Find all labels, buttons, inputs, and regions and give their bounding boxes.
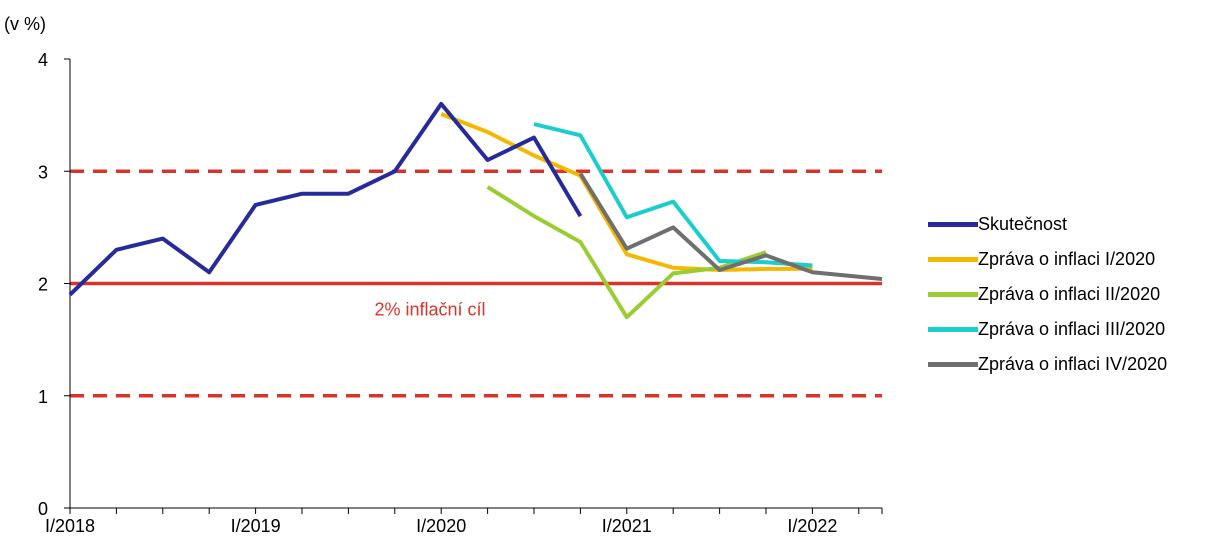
legend-item-4: Zpráva o inflaci IV/2020 — [928, 347, 1224, 382]
inflation-target-label: 2% inflační cíl — [374, 300, 485, 320]
y-tick-label-0: 0 — [38, 499, 48, 519]
legend-item-0: Skutečnost — [928, 207, 1224, 242]
legend-label-0: Skutečnost — [978, 214, 1068, 234]
series-line-3 — [533, 122, 813, 268]
series-line-0 — [68, 101, 583, 297]
legend-item-2: Zpráva o inflaci II/2020 — [928, 277, 1224, 312]
legend-swatch-1 — [928, 257, 978, 262]
series-line-1 — [440, 112, 813, 272]
y-tick-label-4: 4 — [38, 50, 48, 70]
legend-swatch-2 — [928, 292, 978, 297]
legend-swatch-3 — [928, 327, 978, 332]
legend-label-4: Zpráva o inflaci IV/2020 — [978, 354, 1168, 374]
legend-item-3: Zpráva o inflaci III/2020 — [928, 312, 1224, 347]
series-line-4 — [578, 172, 883, 281]
y-unit-label: (v %) — [4, 14, 46, 34]
x-tick-label-2: I/2020 — [416, 516, 466, 536]
y-tick-label-3: 3 — [38, 162, 48, 182]
legend-label-2: Zpráva o inflaci II/2020 — [978, 284, 1161, 304]
y-tick-label-1: 1 — [38, 387, 48, 407]
x-tick-label-1: I/2019 — [231, 516, 281, 536]
y-tick-label-2: 2 — [38, 275, 48, 295]
legend-swatch-4 — [928, 362, 978, 367]
x-tick-label-4: I/2022 — [787, 516, 837, 536]
legend-item-1: Zpráva o inflaci I/2020 — [928, 242, 1224, 277]
legend-swatch-0 — [928, 222, 978, 227]
chart-legend: Skutečnost Zpráva o inflaci I/2020 Zpráva … — [928, 207, 1224, 382]
inflation-chart: (v %) 0 1 2 3 4 I/2018 I/2019 I/2020 I/2021 I/202… — [4, 14, 883, 536]
x-tick-label-3: I/2021 — [602, 516, 652, 536]
legend-label-1: Zpráva o inflaci I/2020 — [978, 249, 1156, 269]
x-tick-label-0: I/2018 — [45, 516, 95, 536]
legend-label-3: Zpráva o inflaci III/2020 — [978, 319, 1166, 339]
